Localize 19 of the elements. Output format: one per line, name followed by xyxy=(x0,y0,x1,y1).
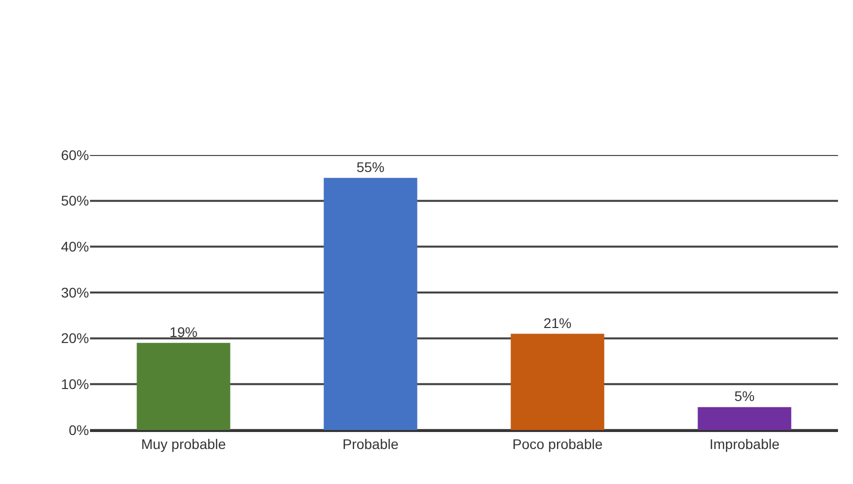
x-tick-label: Improbable xyxy=(709,436,780,452)
data-label: 55% xyxy=(356,158,385,175)
y-tick-label: 60% xyxy=(60,146,89,163)
y-tick-label: 30% xyxy=(60,284,89,300)
x-tick-label: Probable xyxy=(342,436,399,452)
x-tick-label: Muy probable xyxy=(141,436,226,452)
data-label: 21% xyxy=(543,314,572,331)
y-tick-label: 50% xyxy=(60,192,89,209)
data-label: 5% xyxy=(734,388,755,404)
y-tick-label: 10% xyxy=(60,376,89,392)
bar xyxy=(698,407,792,430)
bar xyxy=(136,342,230,430)
y-tick-label: 40% xyxy=(60,238,89,255)
bar xyxy=(324,178,418,430)
y-tick-label: 0% xyxy=(68,422,89,438)
y-tick-label: 20% xyxy=(60,330,89,346)
bar xyxy=(510,334,604,430)
x-tick-label: Poco probable xyxy=(512,436,603,452)
data-label: 19% xyxy=(169,324,198,340)
